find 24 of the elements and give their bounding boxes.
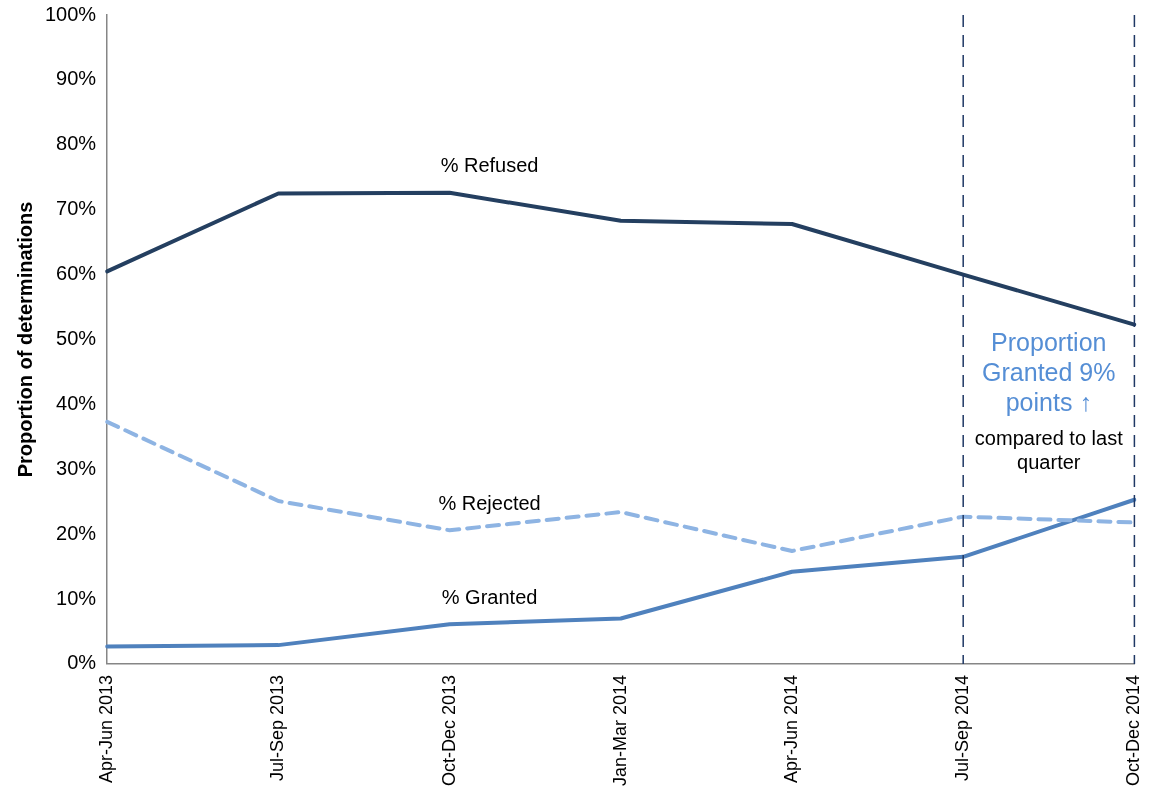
annotation: compared to last quarter bbox=[974, 426, 1124, 473]
x-tick-label: Jan-Mar 2014 bbox=[609, 674, 630, 786]
y-tick-label: 70% bbox=[56, 197, 97, 220]
y-tick-label: 60% bbox=[56, 262, 97, 285]
series-label: % Refused bbox=[440, 154, 539, 177]
x-tick-label: Jul-Sep 2014 bbox=[952, 674, 973, 782]
x-tick-label: Apr-Jun 2014 bbox=[780, 674, 801, 784]
y-tick-label: 10% bbox=[56, 586, 97, 609]
series-label: % Rejected bbox=[438, 491, 541, 514]
x-tick-label: Apr-Jun 2013 bbox=[96, 674, 117, 784]
y-tick-label: 20% bbox=[56, 521, 97, 544]
y-tick-label: 0% bbox=[67, 651, 97, 674]
x-tick-label: Jul-Sep 2013 bbox=[267, 674, 288, 782]
y-tick-label: 40% bbox=[56, 391, 97, 414]
annotation: Proportion Granted 9% points ↑ bbox=[982, 327, 1116, 416]
y-tick-label: 50% bbox=[56, 326, 97, 349]
y-tick-label: 80% bbox=[56, 132, 97, 155]
series-label: % Granted bbox=[441, 585, 538, 608]
x-tick-label: Oct-Dec 2014 bbox=[1123, 674, 1144, 786]
y-axis-title: Proportion of determinations bbox=[13, 201, 36, 478]
y-tick-label: 100% bbox=[45, 2, 97, 25]
x-tick-label: Oct-Dec 2013 bbox=[438, 674, 459, 786]
y-tick-label: 90% bbox=[56, 67, 97, 90]
y-tick-label: 30% bbox=[56, 456, 97, 479]
